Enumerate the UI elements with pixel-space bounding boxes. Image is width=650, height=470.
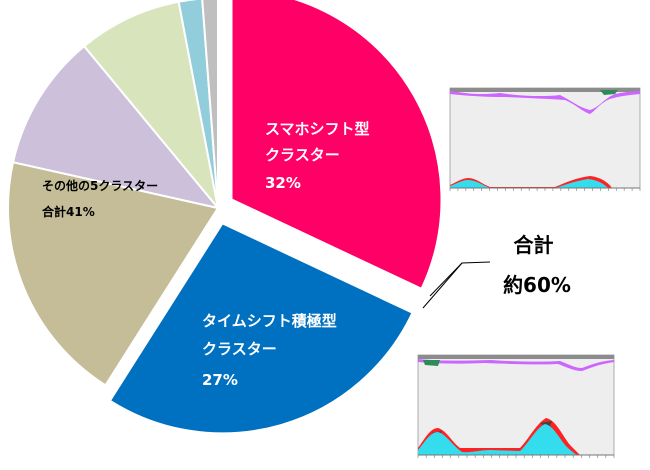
- inset-chart-smartphone-shift: [449, 87, 641, 191]
- slice-label-timeshift-active-line-1: タイムシフト積極型: [202, 312, 337, 330]
- pie-slice-other-5: [201, 0, 219, 209]
- inset-chart-2-top-band-magenta: [418, 359, 614, 371]
- slice-label-timeshift-active: タイムシフト積極型 クラスター 27%: [202, 312, 342, 389]
- group-label-others: その他の5クラスター 合計41%: [42, 178, 162, 219]
- pie-slice-timeshift-active: [108, 222, 414, 435]
- pie-slice-other-1: [7, 160, 220, 387]
- total-callout-line-1: 合計: [514, 233, 554, 257]
- slice-value-smartphone-shift: 32%: [265, 174, 301, 192]
- inset-chart-2-top-band-gray: [418, 355, 614, 359]
- inset-chart-2-ticks: [417, 455, 615, 458]
- inset-chart-2-bottom-cyan: [418, 424, 577, 455]
- slice-label-smartphone-shift-line-2: クラスター: [265, 146, 340, 164]
- pie-slice-other-3: [82, 0, 219, 209]
- inset-chart-1-ticks: [449, 188, 641, 191]
- pie-slices: [7, 0, 443, 435]
- pie-slice-other-2: [11, 44, 221, 210]
- total-callout: 合計 約60%: [503, 233, 571, 297]
- pie-slice-smartphone-shift: [230, 0, 443, 291]
- total-callout-line-2: 約60%: [503, 273, 571, 297]
- pie-slice-other-4: [177, 0, 219, 209]
- inset-chart-1-top-band-gray: [450, 88, 640, 92]
- group-label-others-line-1: その他の5クラスター: [42, 178, 158, 193]
- group-label-others-line-2: 合計41%: [42, 204, 95, 219]
- inset-chart-1-top-band-magenta: [450, 91, 640, 114]
- inset-chart-timeshift-active: [417, 354, 615, 458]
- inset-chart-2-top-band-green: [423, 360, 440, 366]
- inset-chart-1-top-band-green: [600, 90, 618, 95]
- inset-chart-2-background: [417, 354, 615, 456]
- slice-label-timeshift-active-line-2: クラスター: [202, 340, 277, 358]
- slice-label-smartphone-shift: スマホシフト型 クラスター 32%: [265, 120, 375, 192]
- inset-chart-1-background: [449, 87, 641, 189]
- slice-label-smartphone-shift-line-1: スマホシフト型: [265, 120, 370, 138]
- inset-chart-1-bottom-cyan: [450, 179, 608, 188]
- callout-pointer-to-top-slice: [429, 262, 463, 297]
- slice-value-timeshift-active: 27%: [202, 371, 238, 389]
